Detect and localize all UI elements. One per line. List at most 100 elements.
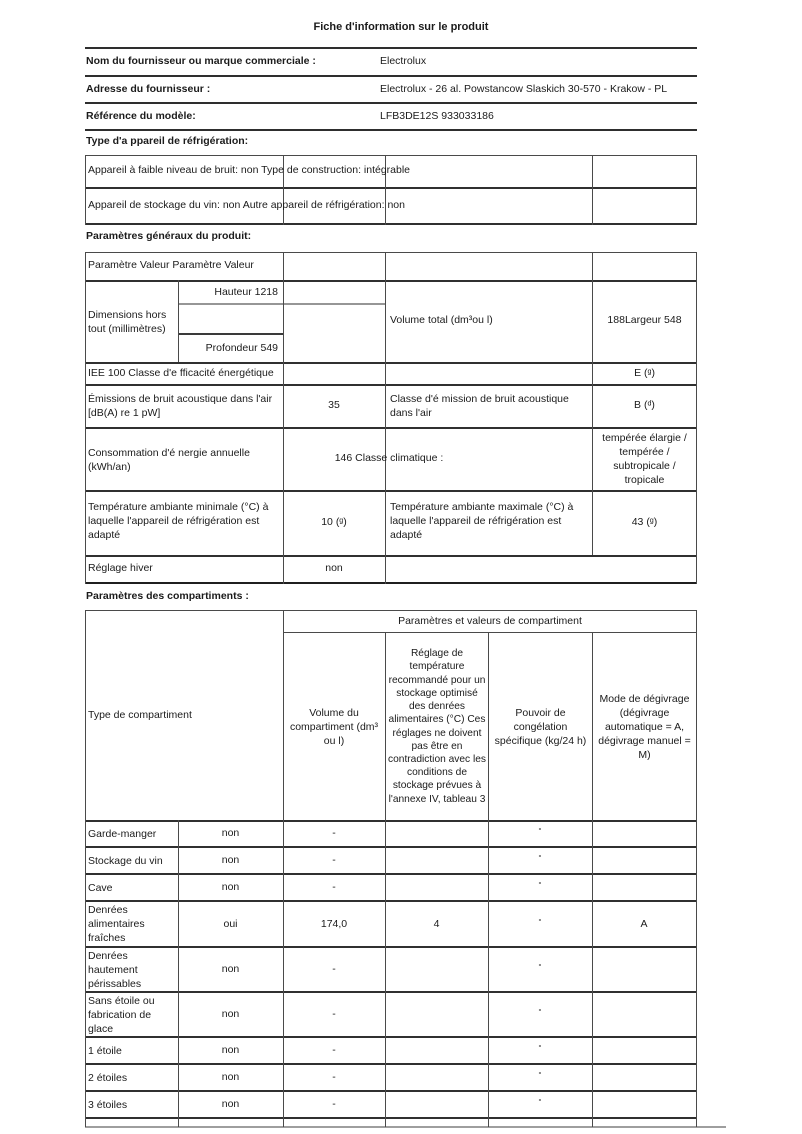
- freeze-cell: -: [538, 960, 542, 969]
- table-border: [85, 1036, 697, 1038]
- page-title: Fiche d'information sur le produit: [313, 21, 489, 33]
- table-border: [696, 252, 697, 584]
- compartment-name-cell: 1 étoile: [88, 1044, 122, 1057]
- volume-cell: -: [332, 963, 336, 975]
- table-border: [85, 362, 697, 364]
- present-cell: non: [221, 827, 240, 839]
- defrost-cell: [592, 1092, 696, 1117]
- compartment-name-cell: Cave: [88, 881, 113, 894]
- freeze-cell: -: [538, 1068, 542, 1077]
- supplier-address-label: Adresse du fournisseur :: [86, 83, 211, 95]
- table-border: [178, 280, 179, 362]
- table-border: [85, 1063, 697, 1065]
- table-border: [385, 632, 386, 1127]
- temp-cell: [385, 1065, 488, 1090]
- freeze-cell: -: [538, 824, 542, 833]
- compartment-name-cell: Sans étoile ou fabrication de glace: [88, 994, 155, 1035]
- present-cell: non: [221, 1044, 240, 1056]
- total-volume-value: 188Largeur 548: [607, 314, 682, 326]
- compartment-name-cell: Denrées hautement périssables: [88, 949, 142, 990]
- volume-cell: -: [332, 1071, 336, 1083]
- defrost-cell: [592, 1065, 696, 1090]
- supplier-name-label: Nom du fournisseur ou marque commerciale…: [86, 55, 316, 67]
- table-border: [85, 252, 86, 584]
- present-cell: non: [221, 1008, 240, 1020]
- column-header-defrost-mode: Mode de dégivrage (dégivrage automatique…: [598, 692, 691, 761]
- freeze-cell: -: [538, 851, 542, 860]
- freeze-cell: -: [538, 1095, 542, 1104]
- defrost-cell: [592, 993, 696, 1036]
- present-cell: non: [221, 1071, 240, 1083]
- energy-consumption-label: Consommation d'é nergie annuelle (kWh/an…: [88, 447, 250, 473]
- ambient-temp-max-label: Température ambiante maximale (°C) à laq…: [390, 501, 574, 541]
- table-border: [283, 155, 284, 225]
- table-border: [178, 303, 385, 305]
- supplier-name-value: Electrolux: [380, 55, 427, 67]
- table-border: [592, 252, 593, 555]
- param-header-row: Paramètre Valeur Paramètre Valeur: [88, 259, 254, 271]
- freeze-cell: -: [538, 914, 542, 924]
- table-border: [85, 820, 697, 822]
- table-border: [85, 384, 697, 386]
- iee-label: IEE 100 Classe d'e fficacité énergétique: [88, 367, 274, 379]
- table-border: [696, 155, 697, 225]
- volume-cell: -: [332, 1098, 336, 1110]
- ambient-temp-max-value: 43 (ᵍ): [631, 516, 658, 528]
- temp-cell: [385, 948, 488, 991]
- compartments-section-heading: Paramètres des compartiments :: [86, 590, 249, 602]
- temp-cell: [385, 848, 488, 873]
- table-border: [85, 582, 697, 584]
- present-cell: non: [221, 854, 240, 866]
- temp-cell: [385, 1038, 488, 1063]
- energy-consumption-climate-label: 146 Classe climatique :: [334, 452, 444, 464]
- table-border: [85, 873, 697, 875]
- winter-setting-label: Réglage hiver: [88, 562, 153, 574]
- table-border: [85, 280, 697, 282]
- table-border: [85, 490, 697, 492]
- table-border: [592, 632, 593, 1127]
- table-border: [385, 252, 386, 584]
- table-border: [85, 1117, 697, 1119]
- noise-class-label: Classe d'é mission de bruit acoustique d…: [390, 393, 569, 419]
- model-ref-value: LFB3DE12S 933033186: [380, 110, 494, 122]
- table-border: [85, 946, 697, 948]
- defrost-cell: [592, 875, 696, 900]
- table-border: [85, 846, 697, 848]
- defrost-cell: [592, 948, 696, 991]
- ambient-temp-min-label: Température ambiante minimale (°C) à laq…: [88, 501, 269, 541]
- present-cell: oui: [223, 917, 238, 930]
- table-border: [85, 252, 697, 253]
- column-header-volume: Volume du compartiment (dm³ ou l): [289, 706, 379, 747]
- temp-cell: [385, 821, 488, 846]
- compartment-type-header: Type de compartiment: [88, 709, 192, 721]
- table-border: [488, 632, 489, 1127]
- table-border: [696, 610, 697, 1127]
- column-header-freezing-capacity: Pouvoir de congélation spécifique (kg/24…: [494, 706, 587, 747]
- compartment-group-header: Paramètres et valeurs de compartiment: [398, 615, 582, 627]
- volume-cell: -: [332, 854, 336, 866]
- general-section-heading: Paramètres généraux du produit:: [86, 230, 252, 242]
- table-border: [85, 155, 86, 225]
- volume-cell: -: [332, 1044, 336, 1056]
- present-cell: non: [221, 881, 240, 893]
- compartment-name-cell: 3 étoiles: [88, 1098, 128, 1111]
- winter-setting-value: non: [325, 562, 343, 574]
- table-border: [85, 187, 697, 189]
- present-cell: non: [221, 1098, 240, 1110]
- temp-cell: [385, 993, 488, 1036]
- table-border: [85, 610, 697, 611]
- table-border: [85, 155, 697, 156]
- type-row-noise-construction: Appareil à faible niveau de bruit: non T…: [88, 164, 411, 176]
- type-row-wine-other: Appareil de stockage du vin: non Autre a…: [88, 199, 405, 211]
- table-border: [592, 155, 593, 225]
- dimensions-label: Dimensions hors tout (millimètres): [88, 309, 167, 335]
- dimension-height: Hauteur 1218: [214, 286, 278, 298]
- table-border: [385, 155, 386, 225]
- column-header-temp-setting: Réglage de température recommandé pour u…: [388, 648, 486, 805]
- dimension-depth: Profondeur 549: [205, 342, 278, 354]
- table-border: [85, 610, 86, 1127]
- volume-cell: -: [332, 827, 336, 839]
- energy-class-value: E (ᵍ): [634, 367, 655, 379]
- volume-cell: -: [332, 881, 336, 893]
